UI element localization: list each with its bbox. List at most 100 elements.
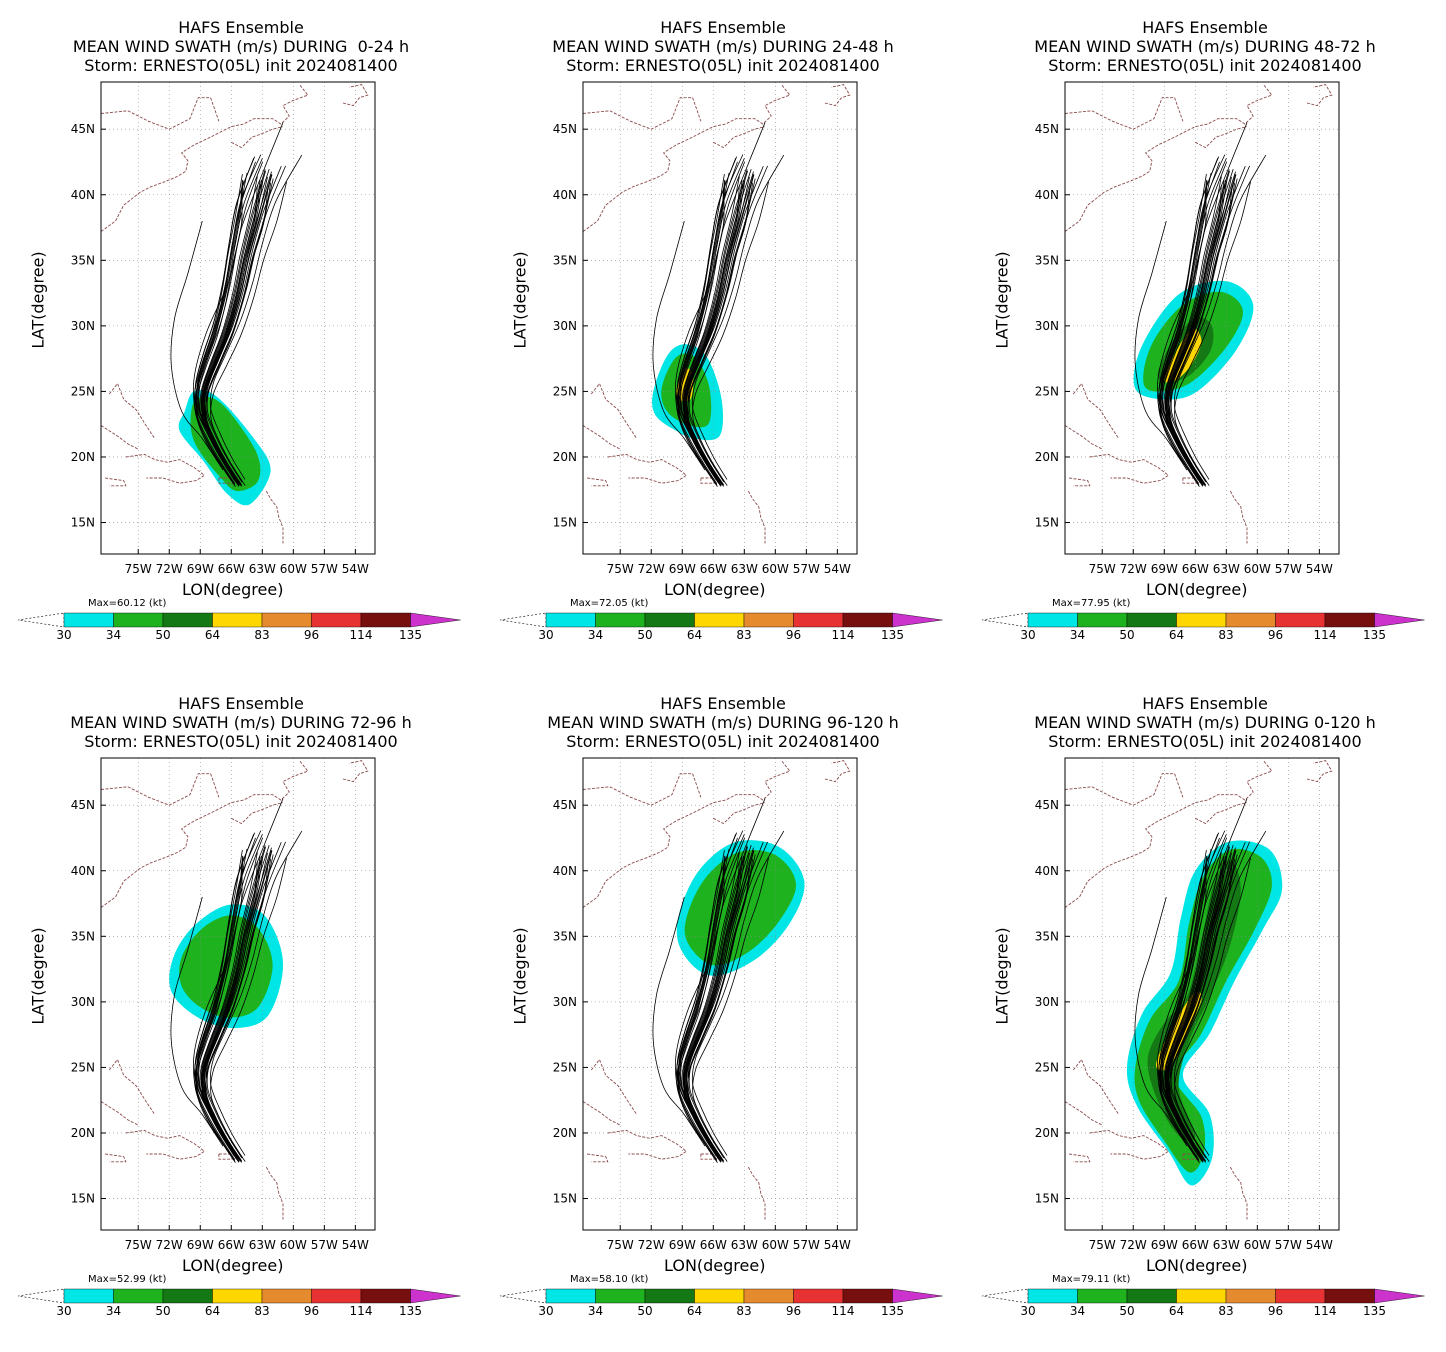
lon-tick-label: 60W [1244, 1238, 1271, 1252]
colorbar-segment [694, 1288, 745, 1304]
colorbar-level-label: 34 [106, 1304, 121, 1318]
colorbar-level-label: 64 [205, 628, 220, 642]
lat-tick-label: 20N [71, 450, 95, 464]
lon-tick-label: 57W [311, 1238, 338, 1252]
lon-tick-label: 57W [793, 1238, 820, 1252]
colorbar-level-label: 114 [1314, 628, 1337, 642]
plot-frame [1064, 81, 1340, 555]
lat-tick-label: 25N [71, 1060, 95, 1074]
coastline [583, 773, 702, 806]
lat-tick-label: 35N [71, 253, 95, 267]
lon-tick-label: 75W [607, 1238, 634, 1252]
swath-panel-6: HAFS Ensemble MEAN WIND SWATH (m/s) DURIN… [964, 676, 1446, 1352]
lon-tick-label: 54W [1306, 562, 1333, 576]
lat-tick-label: 25N [553, 384, 577, 398]
x-axis-label: LON(degree) [1146, 580, 1248, 599]
ensemble-track [686, 850, 755, 1161]
lon-tick-label: 54W [824, 562, 851, 576]
colorbar-segment [793, 1288, 844, 1304]
colorbar-level-label: 114 [832, 1304, 855, 1318]
y-axis-label: LAT(degree) [28, 927, 48, 1025]
coastline [607, 1129, 688, 1160]
ensemble-track [204, 174, 273, 485]
colorbar-level-label: 114 [350, 628, 373, 642]
ensemble-track [1169, 841, 1246, 1159]
ensemble-track [674, 122, 766, 480]
ensemble-title: HAFS Ensemble [178, 18, 304, 37]
colorbar-level-label: 114 [832, 628, 855, 642]
colorbar-segment [694, 612, 745, 628]
coastline [1089, 1129, 1170, 1160]
storm-title: Storm: ERNESTO(05L) init 2024081400 [1048, 732, 1362, 751]
map-canvas: 75W 72W 69W 66W 63W 60W 57W 54W 15N 20N 25N 30N 35N 4… [17, 757, 461, 1318]
lon-tick-label: 69W [187, 1238, 214, 1252]
coastline [1089, 453, 1170, 484]
colorbar-segment [595, 612, 646, 628]
swath-period-title: MEAN WIND SWATH (m/s) DURING 72-96 h [70, 713, 412, 732]
lat-tick-label: 30N [553, 319, 577, 333]
colorbar-level-label: 34 [1070, 628, 1085, 642]
colorbar-segment [743, 1288, 794, 1304]
colorbar-segment [743, 612, 794, 628]
y-axis-label: LAT(degree) [992, 251, 1012, 349]
colorbar-level-label: 50 [637, 628, 652, 642]
storm-title: Storm: ERNESTO(05L) init 2024081400 [84, 732, 398, 751]
lon-tick-label: 63W [1213, 562, 1240, 576]
map-canvas: 75W 72W 69W 66W 63W 60W 57W 54W 15N 20N 25N 30N 35N 4… [499, 81, 943, 642]
colorbar-segment [1324, 612, 1375, 628]
ensemble-title: HAFS Ensemble [660, 18, 786, 37]
ensemble-track [209, 830, 303, 1156]
colorbar-level-label: 96 [786, 1304, 801, 1318]
colorbar-segment [644, 1288, 695, 1304]
colorbar-segment [63, 612, 114, 628]
lon-tick-label: 69W [1151, 562, 1178, 576]
lat-tick-label: 15N [553, 1192, 577, 1206]
lat-tick-label: 45N [71, 122, 95, 136]
colorbar-level-label: 34 [1070, 1304, 1085, 1318]
swath-period-title: MEAN WIND SWATH (m/s) DURING 24-48 h [552, 37, 894, 56]
lon-tick-label: 69W [1151, 1238, 1178, 1252]
lon-tick-label: 57W [1275, 1238, 1302, 1252]
lon-tick-label: 69W [669, 562, 696, 576]
max-wind-label: Max=77.95 (kt) [1052, 598, 1131, 609]
lat-tick-label: 25N [1035, 1060, 1059, 1074]
colorbar-segment [842, 1288, 893, 1304]
colorbar-segment [1077, 1288, 1128, 1304]
y-axis-label: LAT(degree) [992, 927, 1012, 1025]
lat-tick-label: 20N [71, 1126, 95, 1140]
lon-tick-label: 72W [638, 562, 665, 576]
coastline [101, 1101, 139, 1126]
ensemble-track [683, 185, 740, 487]
swath-panel-4: HAFS Ensemble MEAN WIND SWATH (m/s) DURIN… [0, 676, 482, 1352]
ensemble-track [688, 841, 768, 1159]
colorbar-segment [113, 1288, 164, 1304]
colorbar-level-label: 30 [56, 628, 71, 642]
coastline [1072, 1058, 1120, 1115]
lon-tick-label: 54W [342, 562, 369, 576]
ensemble-track [686, 174, 755, 485]
lon-tick-label: 72W [156, 1238, 183, 1252]
ensemble-title: HAFS Ensemble [660, 694, 786, 713]
lat-tick-label: 35N [1035, 929, 1059, 943]
lon-tick-label: 54W [824, 1238, 851, 1252]
lat-tick-label: 40N [71, 864, 95, 878]
ensemble-track [192, 122, 284, 480]
colorbar-segment [311, 612, 362, 628]
ensemble-track [170, 896, 224, 1147]
coastline [105, 477, 127, 487]
ensemble-track [206, 841, 286, 1159]
colorbar-level-label: 135 [399, 1304, 422, 1318]
swath-panel-3: HAFS Ensemble MEAN WIND SWATH (m/s) DURIN… [964, 0, 1446, 676]
x-axis-label: LON(degree) [1146, 1256, 1248, 1275]
colorbar-level-label: 135 [399, 628, 422, 642]
colorbar-level-label: 96 [304, 628, 319, 642]
colorbar-level-label: 34 [588, 628, 603, 642]
lon-tick-label: 54W [342, 1238, 369, 1252]
colorbar-level-label: 34 [588, 1304, 603, 1318]
storm-title: Storm: ERNESTO(05L) init 2024081400 [566, 732, 880, 751]
ensemble-track [1157, 850, 1207, 1161]
lat-tick-label: 15N [71, 516, 95, 530]
colorbar-segment [162, 612, 213, 628]
colorbar-segment [644, 612, 695, 628]
